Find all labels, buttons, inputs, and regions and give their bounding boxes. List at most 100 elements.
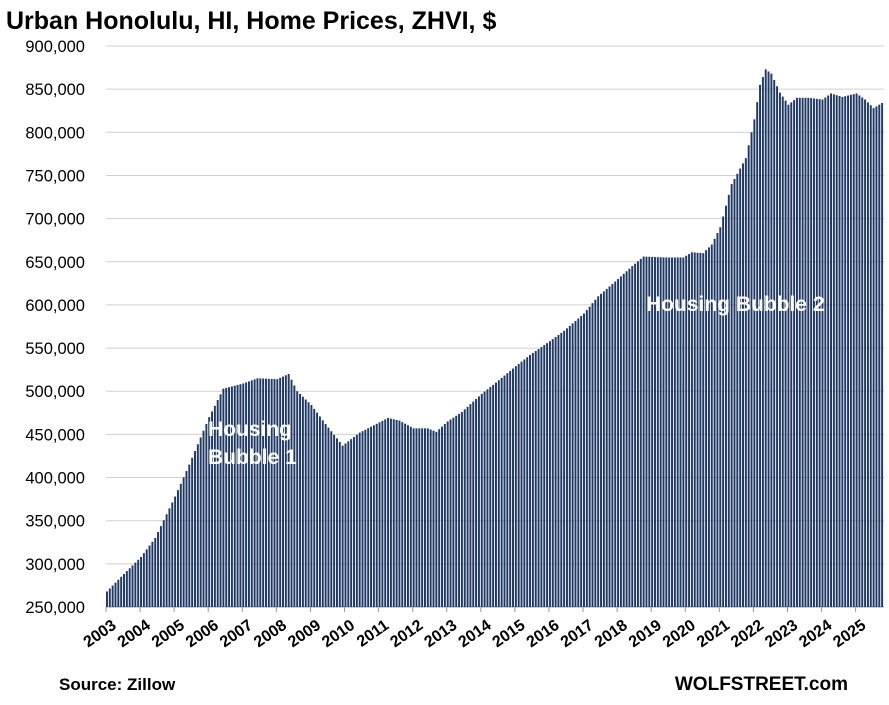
annotation-bubble-2: Housing Bubble 2 (646, 293, 825, 316)
bar (588, 306, 591, 607)
bar (759, 84, 762, 608)
bar (682, 257, 685, 607)
bar (236, 384, 239, 607)
bar (120, 576, 123, 607)
bar (776, 86, 779, 607)
y-tick-label: 600,000 (25, 297, 85, 315)
bar (608, 286, 611, 607)
bar (685, 255, 688, 608)
bar (398, 420, 401, 607)
bar (742, 163, 744, 607)
bar (605, 288, 608, 607)
bar (500, 377, 503, 607)
bar (145, 549, 148, 607)
bar (727, 194, 730, 607)
bar (801, 97, 804, 607)
bar (466, 406, 469, 607)
bar (154, 537, 157, 607)
bar (174, 496, 177, 607)
bar (787, 104, 790, 607)
bar (304, 399, 307, 607)
bar (736, 173, 739, 608)
bar (125, 571, 128, 607)
bar (171, 502, 174, 607)
bar (426, 428, 429, 607)
y-tick-label: 350,000 (25, 513, 85, 531)
bar (656, 257, 659, 607)
bar (830, 93, 832, 608)
bar (486, 389, 489, 607)
bar (866, 102, 869, 607)
bar (668, 257, 671, 607)
bar (489, 387, 492, 607)
bar (574, 320, 577, 607)
y-tick-label: 450,000 (25, 426, 85, 444)
bar (560, 332, 563, 607)
bar (554, 337, 557, 607)
bar (520, 361, 523, 607)
bar (864, 99, 867, 607)
bar (509, 370, 512, 607)
x-tick-label: 2012 (387, 617, 426, 651)
bar (688, 254, 691, 607)
bar (134, 562, 137, 607)
bar (546, 343, 549, 607)
bar (770, 73, 773, 608)
bar (767, 71, 770, 607)
bar (744, 158, 747, 607)
bar (719, 227, 722, 607)
bar (293, 385, 296, 607)
bar (614, 281, 617, 607)
bar (659, 257, 662, 607)
bar (432, 430, 435, 607)
y-tick-label: 250,000 (25, 599, 85, 617)
bar (284, 375, 287, 607)
bar (460, 411, 463, 607)
bar (188, 464, 191, 607)
bar (395, 419, 398, 607)
bar (477, 396, 480, 607)
bar (679, 257, 682, 607)
bar (367, 428, 370, 607)
bar (401, 422, 404, 607)
y-axis-ticks: 250,000 300,000 350,000 400,000 450,000 500,0… (25, 38, 85, 617)
bar (452, 417, 455, 607)
bar (548, 341, 551, 607)
bar (273, 379, 276, 607)
bar (117, 579, 120, 607)
bar (199, 437, 202, 607)
bar (435, 431, 438, 607)
bar (185, 470, 188, 607)
bar (168, 508, 171, 607)
bar (571, 323, 574, 607)
bar (219, 394, 222, 607)
bar (807, 97, 810, 607)
y-tick-label: 550,000 (25, 340, 85, 358)
bar (838, 96, 841, 607)
y-tick-label: 850,000 (25, 81, 85, 99)
bar (469, 404, 472, 607)
bar (594, 299, 597, 607)
bar (446, 421, 449, 607)
bar (341, 445, 344, 607)
bar (514, 366, 517, 607)
bar (182, 477, 185, 607)
bar (137, 559, 140, 607)
x-tick-label: 2019 (626, 617, 665, 651)
bar (631, 266, 634, 607)
bar (406, 425, 409, 607)
bar (565, 328, 568, 607)
bar (517, 363, 520, 607)
bar (128, 568, 131, 607)
bar (537, 349, 540, 607)
bar (247, 381, 250, 607)
bar (409, 426, 412, 607)
bar (344, 443, 347, 607)
bar (114, 582, 117, 607)
bar (855, 93, 858, 608)
bar (176, 490, 179, 607)
bar (832, 94, 835, 607)
x-tick-label: 2010 (319, 617, 358, 651)
bar (330, 431, 333, 607)
bar (861, 97, 864, 607)
